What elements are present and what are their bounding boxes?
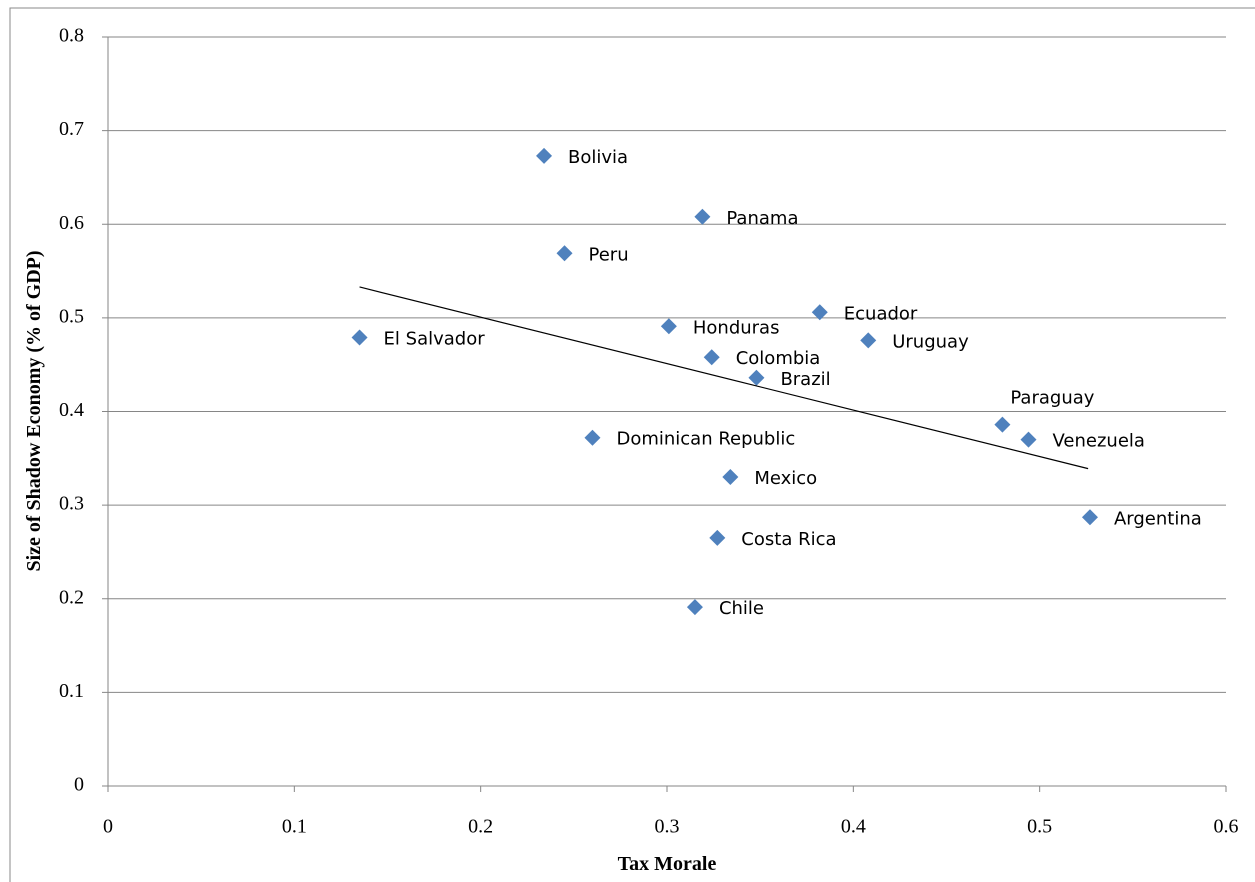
point-label: Ecuador: [844, 303, 918, 324]
y-tick-label: 0.8: [59, 25, 84, 47]
y-tick-label: 0.6: [59, 212, 84, 234]
point: [748, 369, 765, 386]
x-tick-label: 0: [103, 816, 113, 838]
x-tick-label: 0.1: [282, 816, 307, 838]
point: [703, 349, 720, 366]
point-label: Chile: [719, 598, 764, 619]
point: [1081, 509, 1098, 526]
point-label: Argentina: [1114, 508, 1202, 529]
point: [860, 332, 877, 349]
point-label: Colombia: [736, 348, 821, 369]
point: [1020, 431, 1037, 448]
point-label: Brazil: [780, 369, 830, 390]
y-tick-label: 0.5: [59, 305, 84, 327]
point: [722, 469, 739, 486]
point-label: Venezuela: [1052, 431, 1144, 452]
x-tick-label: 0.5: [1027, 816, 1052, 838]
y-tick-label: 0.1: [59, 680, 84, 702]
y-axis-title: Size of Shadow Economy (% of GDP): [23, 250, 45, 571]
point-label: Bolivia: [568, 147, 628, 168]
point: [536, 147, 553, 164]
point-label: El Salvador: [384, 329, 486, 350]
point: [694, 208, 711, 225]
trendline: [359, 286, 1089, 470]
point: [994, 416, 1011, 433]
point-label: Mexico: [754, 468, 817, 489]
chart-frame: [9, 7, 1255, 882]
point-label: Costa Rica: [741, 529, 836, 550]
x-tick-label: 0.6: [1214, 816, 1239, 838]
point-label: Dominican Republic: [616, 429, 795, 450]
point: [686, 599, 703, 616]
x-axis-title: Tax Morale: [618, 853, 717, 875]
x-tick-label: 0.4: [841, 816, 866, 838]
point-label: Paraguay: [1010, 388, 1094, 409]
point: [709, 529, 726, 546]
y-tick-label: 0: [74, 774, 84, 796]
y-tick-label: 0.3: [59, 493, 84, 515]
point-label: Panama: [726, 208, 798, 229]
point: [584, 429, 601, 446]
point: [556, 245, 573, 262]
point: [660, 318, 677, 335]
point: [811, 304, 828, 321]
y-tick-label: 0.7: [59, 118, 84, 140]
point-label: Honduras: [693, 317, 780, 338]
point: [351, 329, 368, 346]
point-label: Peru: [589, 244, 629, 265]
y-tick-label: 0.2: [59, 586, 84, 608]
x-tick-label: 0.2: [468, 816, 493, 838]
y-tick-label: 0.4: [59, 399, 84, 421]
point-label: Uruguay: [892, 331, 969, 352]
x-tick-label: 0.3: [655, 816, 680, 838]
